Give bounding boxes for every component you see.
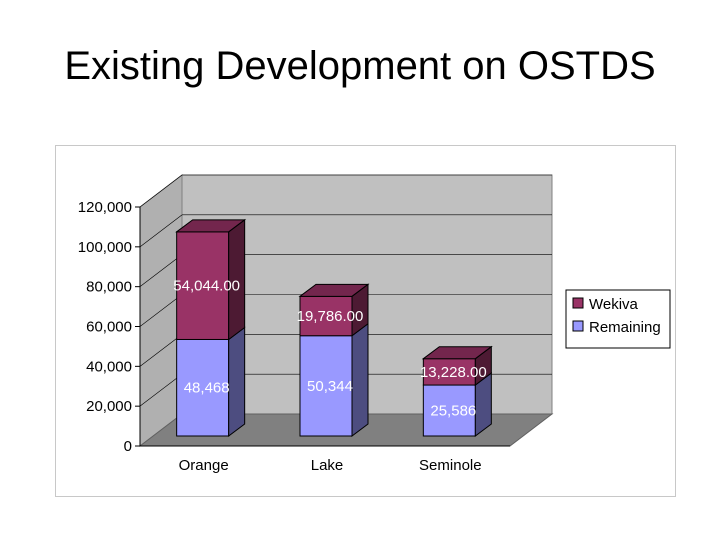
data-label-remaining-lake: 50,344 (307, 378, 353, 395)
y-tick-label: 40,000 (86, 358, 132, 375)
data-label-wekiva-lake: 19,786.00 (297, 308, 364, 325)
bar-side-remaining-orange (228, 326, 246, 437)
data-label-remaining-orange: 48,468 (184, 380, 230, 397)
legend-swatch-wekiva (572, 297, 584, 309)
y-tick-label: 0 (124, 438, 132, 455)
bar-top-seminole (421, 346, 493, 360)
data-label-remaining-seminole: 25,586 (430, 403, 476, 420)
bar-remaining-orange (176, 338, 230, 437)
bar-top-orange (175, 219, 247, 233)
y-tick-label: 20,000 (86, 398, 132, 415)
legend-label-remaining: Remaining (589, 319, 661, 336)
bar-wekiva-seminole (422, 358, 476, 386)
y-tick-label: 80,000 (86, 279, 132, 296)
y-tick-label: 120,000 (78, 199, 132, 216)
gridline-side (139, 254, 183, 287)
x-tick-label-orange: Orange (179, 457, 229, 474)
bar-wekiva-orange (176, 231, 230, 340)
gridline-side (139, 294, 183, 327)
gridline-side (139, 174, 183, 208)
bar-side-remaining-lake (351, 322, 369, 437)
x-tick-label-seminole: Seminole (419, 457, 482, 474)
y-tick-label: 100,000 (78, 239, 132, 256)
data-label-wekiva-orange: 54,044.00 (173, 278, 240, 295)
bar-remaining-lake (299, 335, 353, 437)
bar-top-lake (298, 283, 370, 297)
x-tick-label-lake: Lake (311, 457, 344, 474)
legend-swatch-remaining (572, 320, 584, 332)
gridline-side (139, 334, 183, 367)
gridline-side (139, 214, 183, 248)
slide-title: Existing Development on OSTDS (64, 44, 656, 88)
gridline-side (139, 373, 183, 407)
legend-label-wekiva: Wekiva (589, 296, 639, 313)
y-tick-label: 60,000 (86, 319, 132, 336)
data-label-wekiva-seminole: 13,228.00 (420, 364, 487, 381)
